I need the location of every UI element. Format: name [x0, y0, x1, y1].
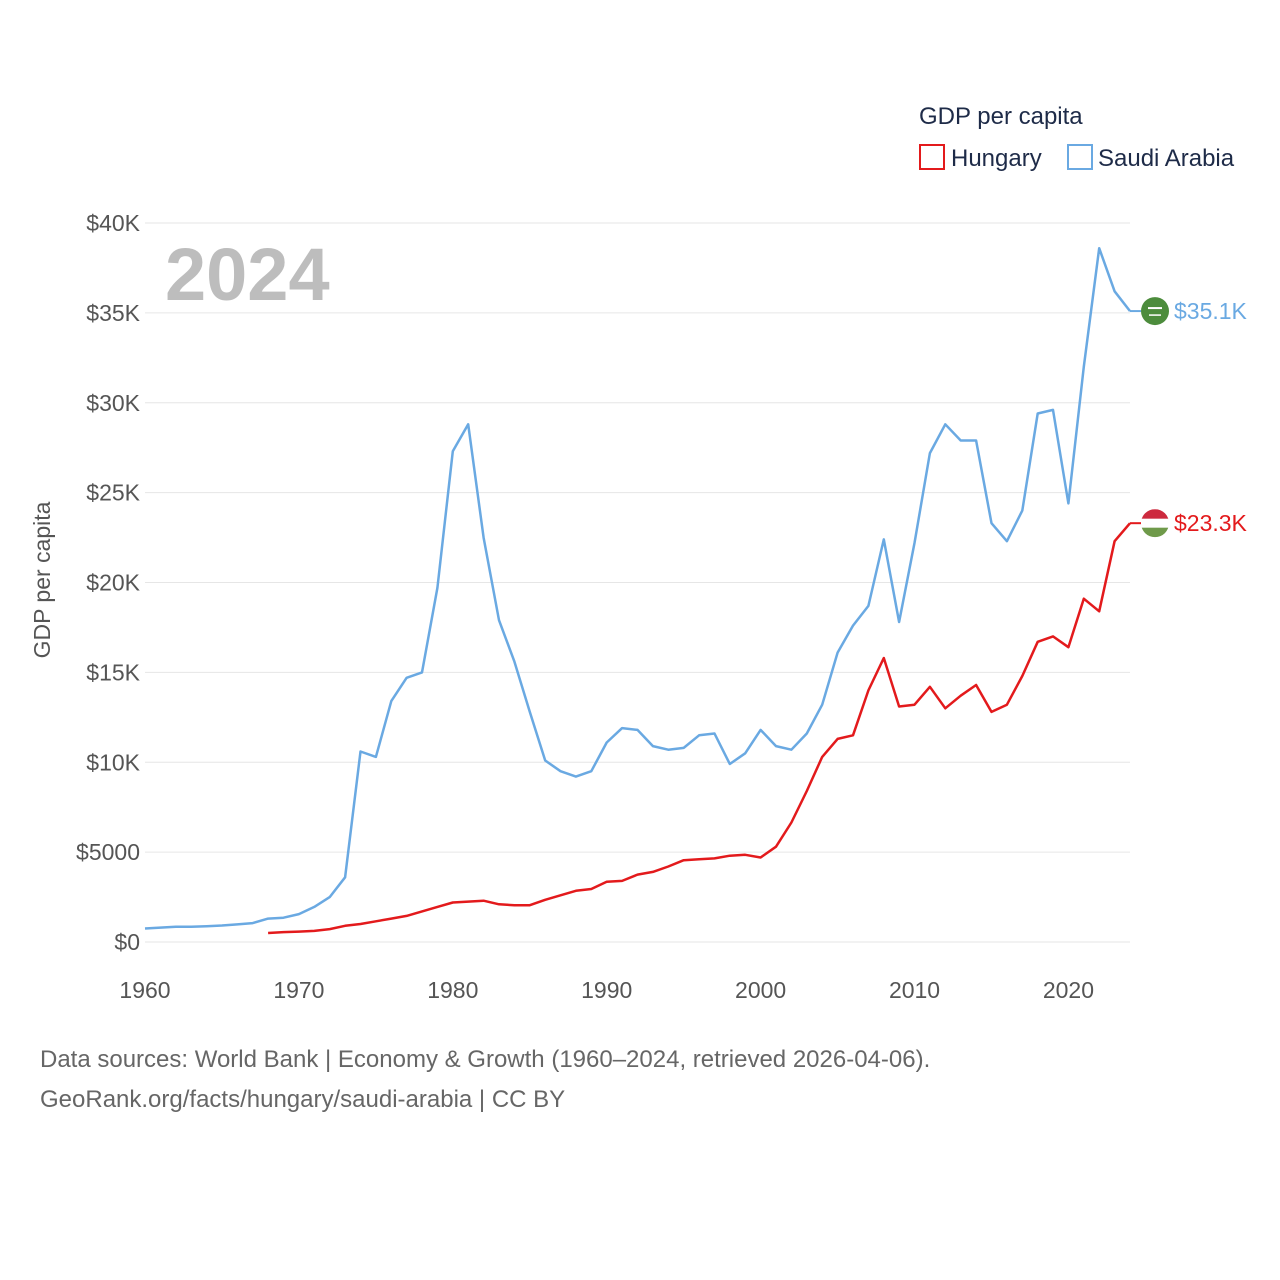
legend-label-saudi-arabia: Saudi Arabia: [1098, 145, 1235, 172]
x-tick-label: 2010: [889, 977, 940, 1003]
y-tick-label: $15K: [86, 659, 140, 685]
gridlines: [145, 222, 1130, 943]
end-label-saudi-arabia: $35.1K: [1174, 298, 1248, 324]
legend-item-saudi-arabia[interactable]: Saudi Arabia: [1067, 144, 1235, 172]
y-axis-label: GDP per capita: [29, 501, 55, 658]
series-line-saudi-arabia[interactable]: [144, 246, 1131, 930]
x-tick-label: 2000: [735, 977, 786, 1003]
x-tick-label: 1970: [273, 977, 324, 1003]
y-tick-label: $5000: [76, 839, 140, 865]
y-axis-ticks: $0 $5000 $10K $15K $20K $25K $30K $35K $40K: [76, 210, 141, 955]
legend-title: GDP per capita: [919, 103, 1083, 130]
y-tick-label: $25K: [86, 480, 140, 506]
y-tick-label: $10K: [86, 749, 140, 775]
end-markers: $23.3K $35.1K: [1130, 297, 1248, 538]
footer: Data sources: World Bank | Economy & Gro…: [40, 1040, 930, 1120]
series-line-hungary[interactable]: [268, 522, 1131, 935]
current-year-label: 2024: [165, 233, 330, 316]
x-axis-ticks: 1960 1970 1980 1990 2000 2010 2020: [119, 977, 1094, 1003]
series-lines: [144, 246, 1131, 935]
legend-swatch-saudi-arabia: [1067, 144, 1093, 170]
x-tick-label: 1960: [119, 977, 170, 1003]
flag-icon-hungary: [1141, 509, 1169, 538]
legend-item-hungary[interactable]: Hungary: [919, 144, 1042, 172]
end-label-hungary: $23.3K: [1174, 510, 1248, 536]
legend-label-hungary: Hungary: [951, 145, 1042, 172]
legend-swatch-hungary: [919, 144, 945, 170]
x-tick-label: 1980: [427, 977, 478, 1003]
footer-data-sources: Data sources: World Bank | Economy & Gro…: [40, 1046, 931, 1073]
y-tick-label: $30K: [86, 390, 140, 416]
y-tick-label: $40K: [86, 210, 140, 236]
y-tick-label: $0: [114, 929, 140, 955]
flag-icon-saudi-arabia: [1141, 297, 1169, 326]
footer-source-link[interactable]: GeoRank.org/facts/hungary/saudi-arabia |…: [40, 1086, 566, 1113]
x-tick-label: 2020: [1043, 977, 1094, 1003]
y-tick-label: $20K: [86, 570, 140, 596]
x-tick-label: 1990: [581, 977, 632, 1003]
y-tick-label: $35K: [86, 300, 140, 326]
